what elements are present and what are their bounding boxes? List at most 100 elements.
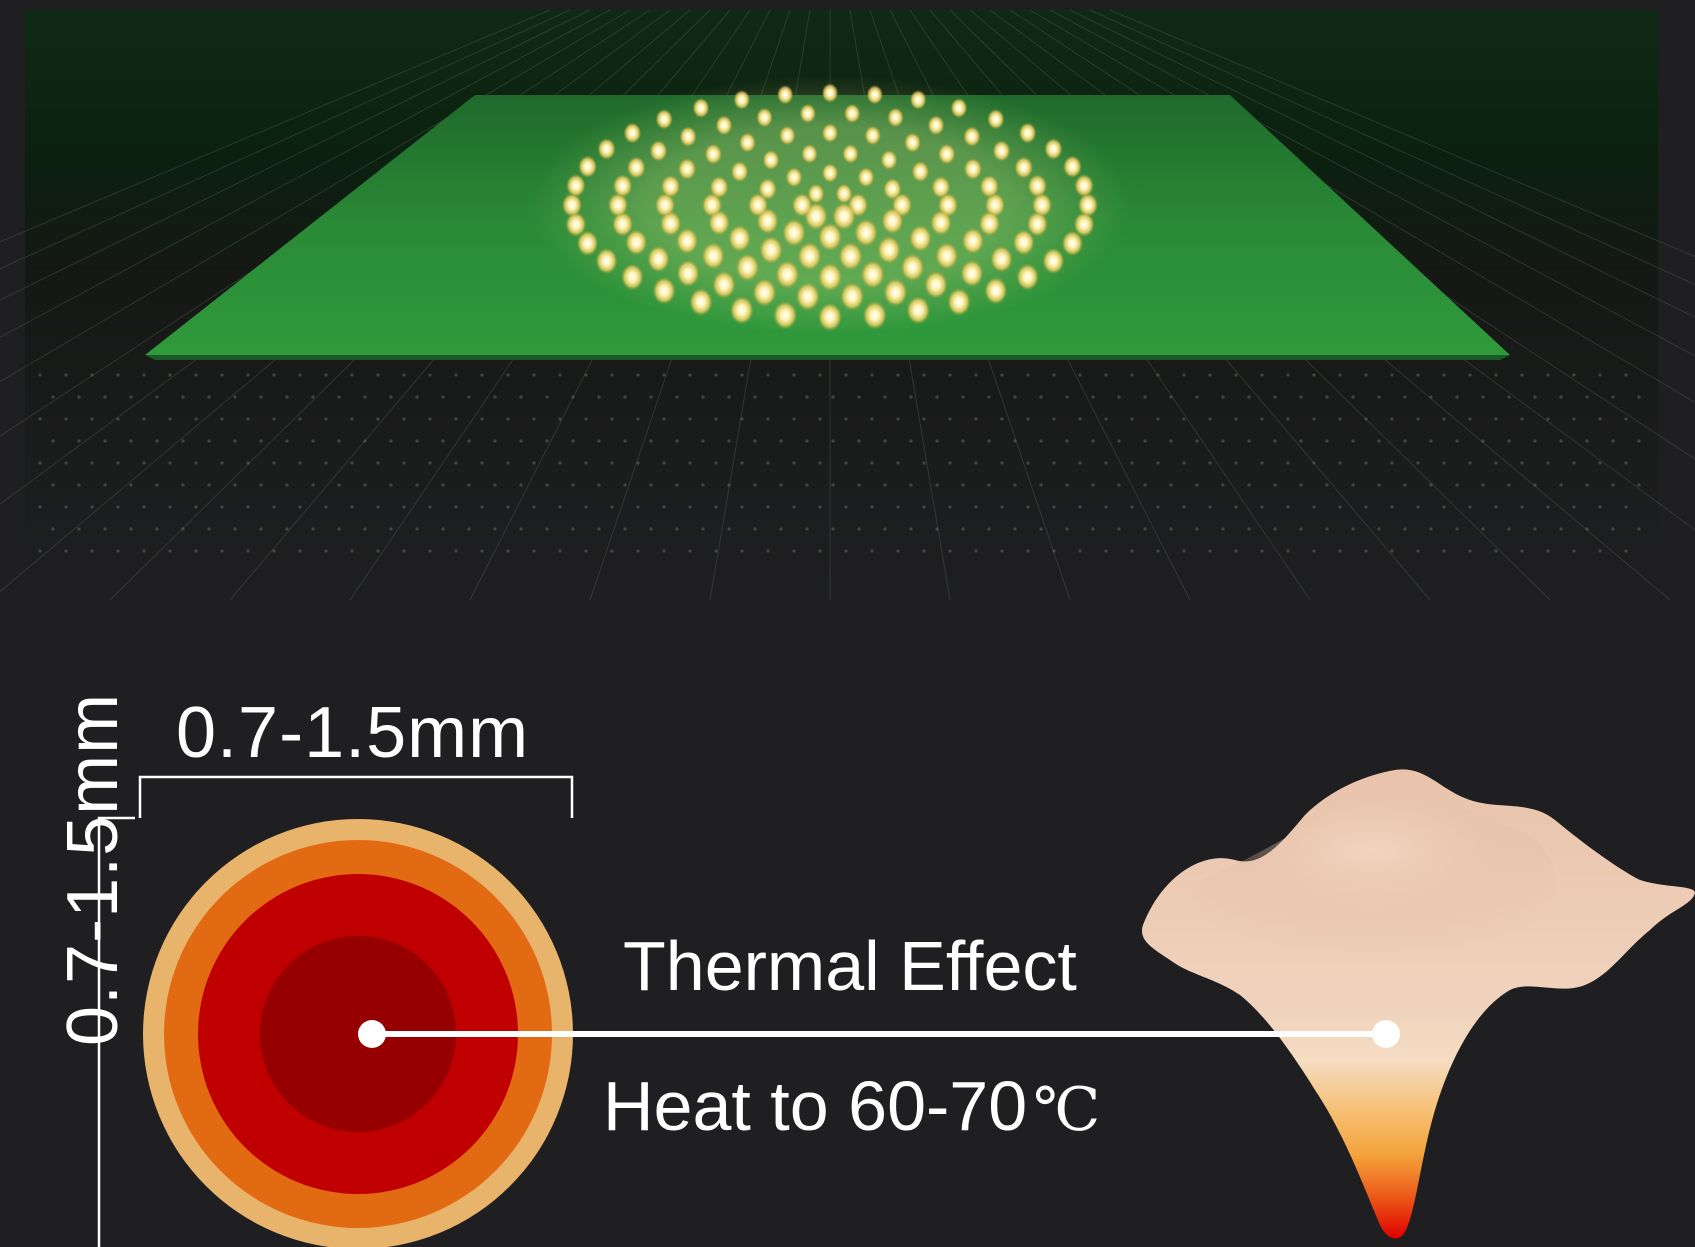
grid-dot [1013,439,1017,443]
led-light [676,227,699,255]
grid-dot [701,395,705,399]
grid-dot [64,461,68,465]
grid-dot [77,527,81,531]
grid-line [1069,9,1695,318]
grid-dot [1325,439,1329,443]
grid-dot [38,549,42,553]
grid-dot [1390,417,1394,421]
led-light [821,123,839,143]
grid-dot [1572,461,1576,465]
grid-dot [168,549,172,553]
grid-dot [1598,549,1602,553]
grid-dot [597,527,601,531]
led-light [626,156,646,179]
grid-dot [1416,549,1420,553]
grid-dot [1390,373,1394,377]
led-light [612,174,633,198]
led-light [730,161,749,183]
grid-dot [1494,505,1498,509]
grid-dot [1520,417,1524,421]
grid-dot [38,505,42,509]
led-light [729,296,754,325]
led-light [652,277,676,305]
grid-dot [1507,483,1511,487]
grid-dot [116,505,120,509]
grid-dot [1416,461,1420,465]
grid-dot [1026,461,1030,465]
grid-dot [948,505,952,509]
grid-dot [207,527,211,531]
led-light [864,125,881,146]
grid-dot [1312,461,1316,465]
led-light [733,89,751,110]
grid-dot [233,483,237,487]
grid-dot [727,395,731,399]
led-light [817,262,843,292]
grid-dot [1117,395,1121,399]
grid-dot [454,549,458,553]
grid-dot [324,461,328,465]
grid-dot [688,417,692,421]
led-light [1016,263,1039,291]
grid-dot [1390,549,1394,553]
grid-dot [1377,483,1381,487]
grid-dot [103,395,107,399]
grid-dot [532,417,536,421]
grid-dot [1039,395,1043,399]
grid-dot [922,505,926,509]
grid-dot [597,483,601,487]
grid-dot [571,439,575,443]
grid-dot [597,395,601,399]
grid-dot [441,439,445,443]
grid-dot [688,549,692,553]
grid-dot [1546,461,1550,465]
led-light [715,115,733,136]
grid-dot [610,549,614,553]
grid-dot [792,417,796,421]
grid-dot [1559,483,1563,487]
grid-dot [1013,395,1017,399]
grid-dot [1494,373,1498,377]
grid-dot [1143,483,1147,487]
grid-dot [1481,439,1485,443]
grid-dot [727,527,731,531]
grid-dot [142,417,146,421]
led-light [1042,247,1065,275]
led-light [758,178,777,200]
grid-dot [623,395,627,399]
grid-dot [350,417,354,421]
grid-dot [1104,417,1108,421]
grid-dot [1377,395,1381,399]
led-light [595,247,618,275]
grid-dot [1546,505,1550,509]
grid-dot [1312,505,1316,509]
grid-dot [1338,373,1342,377]
grid-dot [714,505,718,509]
grid-dot [961,527,965,531]
grid-dot [272,373,276,377]
grid-dot [272,549,276,553]
grid-dot [90,417,94,421]
led-light [817,302,843,332]
grid-dot [1494,417,1498,421]
grid-dot [974,373,978,377]
grid-dot [1260,549,1264,553]
grid-dot [519,483,523,487]
led-light [838,241,863,271]
grid-dot [142,505,146,509]
led-light [862,301,887,330]
grid-dot [1143,395,1147,399]
grid-dot [90,505,94,509]
grid-dot [116,417,120,421]
grid-dot [51,483,55,487]
grid-dot [1481,527,1485,531]
led-light [801,144,818,164]
grid-dot [1026,417,1030,421]
grid-dot [1273,527,1277,531]
grid-dot [792,461,796,465]
grid-dot [1247,483,1251,487]
grid-dot [935,527,939,531]
grid-dot [1403,483,1407,487]
led-light [607,193,629,217]
led-light [773,301,798,330]
